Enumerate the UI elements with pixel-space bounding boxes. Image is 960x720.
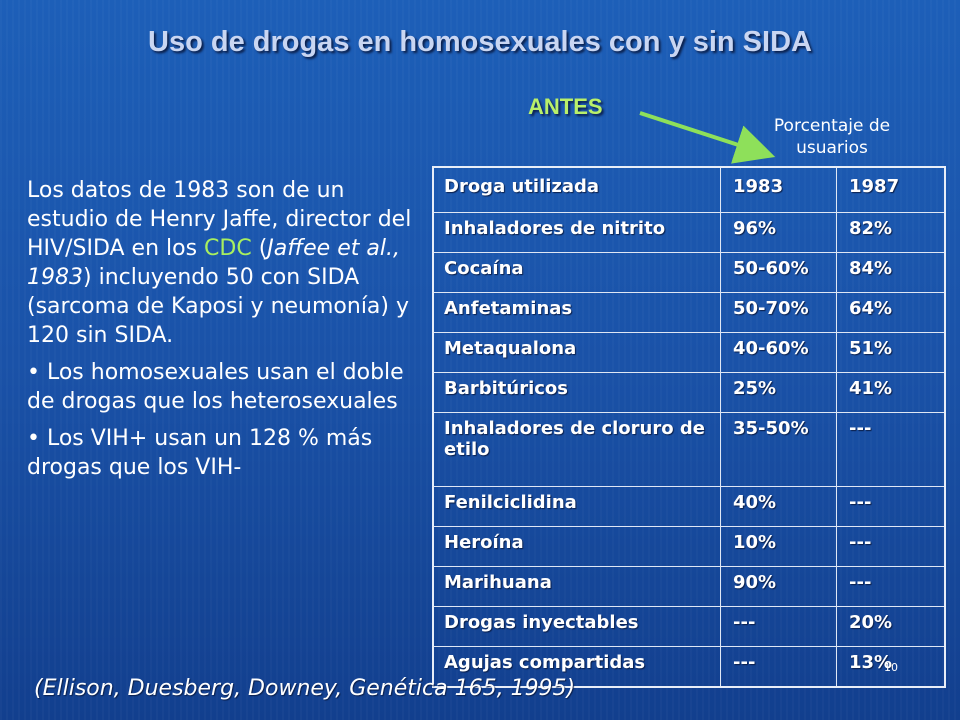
study-text-b: ( [251, 236, 268, 261]
table-row: Drogas inyectables --- 20% [432, 606, 946, 647]
bullet-item-2: • Los VIH+ usan un 128 % más drogas que … [27, 426, 373, 480]
drug-name: Marihuana [432, 566, 721, 607]
value-1987: 51% [836, 332, 946, 373]
value-1987: --- [836, 412, 946, 487]
value-1987: 82% [836, 212, 946, 253]
drug-use-table: Droga utilizada 1983 1987 Inhaladores de… [432, 166, 946, 688]
value-1987: 20% [836, 606, 946, 647]
drug-name: Agujas compartidas [432, 646, 721, 688]
value-1983: 50-70% [720, 292, 837, 333]
table-row: Metaqualona 40-60% 51% [432, 332, 946, 373]
table-row: Inhaladores de cloruro de etilo 35-50% -… [432, 412, 946, 487]
table-row: Barbitúricos 25% 41% [432, 372, 946, 413]
value-1987: --- [836, 526, 946, 567]
table-row: Inhaladores de nitrito 96% 82% [432, 212, 946, 253]
value-1983: 35-50% [720, 412, 837, 487]
value-1983: 50-60% [720, 252, 837, 293]
drug-name: Heroína [432, 526, 721, 567]
header-drug: Droga utilizada [432, 166, 721, 213]
drug-name: Inhaladores de cloruro de etilo [432, 412, 721, 487]
value-1987: 64% [836, 292, 946, 333]
drug-name: Anfetaminas [432, 292, 721, 333]
table-row: Cocaína 50-60% 84% [432, 252, 946, 293]
drug-name: Fenilciclidina [432, 486, 721, 527]
percent-label-line1: Porcentaje de [773, 116, 891, 136]
header-1983: 1983 [720, 166, 837, 213]
table-header-row: Droga utilizada 1983 1987 [432, 166, 946, 213]
study-paragraph: Los datos de 1983 son de un estudio de H… [27, 176, 422, 350]
value-1987: 84% [836, 252, 946, 293]
table-row: Marihuana 90% --- [432, 566, 946, 607]
study-citation: Jaffee et al., 1983 [27, 236, 400, 290]
study-description: Los datos de 1983 son de un estudio de H… [27, 176, 422, 490]
value-1983: --- [720, 646, 837, 688]
bullet-item-1: • Los homosexuales usan el doble de drog… [27, 360, 404, 414]
table-row: Fenilciclidina 40% --- [432, 486, 946, 527]
value-1983: 10% [720, 526, 837, 567]
source-citation: (Ellison, Duesberg, Downey, Genética 165… [34, 676, 576, 701]
drug-name: Metaqualona [432, 332, 721, 373]
value-1987: 13% [836, 646, 946, 688]
value-1983: --- [720, 606, 837, 647]
drug-name: Cocaína [432, 252, 721, 293]
value-1987: --- [836, 566, 946, 607]
slide-number: 10 [884, 661, 898, 674]
slide-title: Uso de drogas en homosexuales con y sin … [148, 26, 812, 58]
percent-users-label: Porcentaje de usuarios [752, 115, 912, 159]
value-1987: 41% [836, 372, 946, 413]
value-1983: 90% [720, 566, 837, 607]
table-row: Heroína 10% --- [432, 526, 946, 567]
value-1983: 96% [720, 212, 837, 253]
antes-label: ANTES [528, 94, 603, 119]
header-1987: 1987 [836, 166, 946, 213]
study-text-a: Los datos de 1983 son de un estudio de H… [27, 178, 412, 261]
table-row: Agujas compartidas --- 13% [432, 646, 946, 688]
percent-label-line2: usuarios [796, 138, 868, 158]
study-text-c: ) incluyendo 50 con SIDA (sarcoma de Kap… [27, 265, 410, 348]
value-1983: 25% [720, 372, 837, 413]
drug-name: Drogas inyectables [432, 606, 721, 647]
value-1983: 40% [720, 486, 837, 527]
cdc-link-text: CDC [204, 236, 252, 261]
value-1987: --- [836, 486, 946, 527]
drug-name: Barbitúricos [432, 372, 721, 413]
drug-name: Inhaladores de nitrito [432, 212, 721, 253]
value-1983: 40-60% [720, 332, 837, 373]
table-row: Anfetaminas 50-70% 64% [432, 292, 946, 333]
